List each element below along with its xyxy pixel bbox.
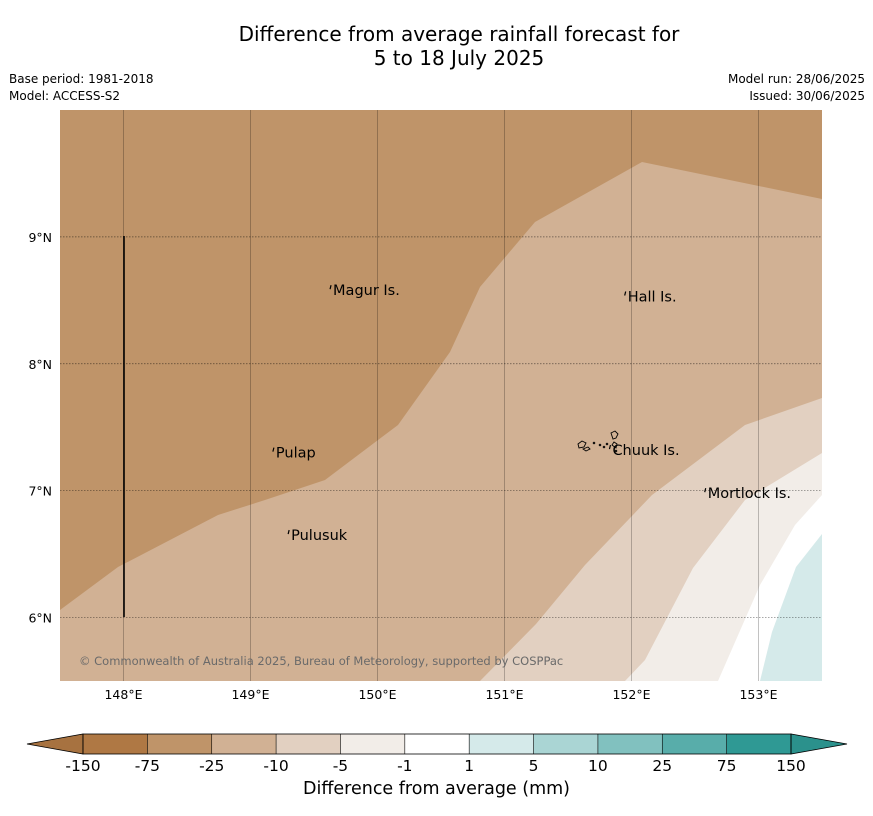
colorbar-extend-low <box>26 733 84 755</box>
latitude-label: 9°N <box>28 230 52 245</box>
colorbar-bin <box>211 734 277 754</box>
colorbar-bin <box>597 734 663 754</box>
colorbar-tick-label: 150 <box>776 757 806 775</box>
longitude-label: 153°E <box>739 687 777 702</box>
place-marker <box>704 488 707 493</box>
colorbar-bin <box>83 734 148 754</box>
colorbar-bin <box>276 734 341 754</box>
colorbar-tick-label: -75 <box>135 757 160 775</box>
title-line-1: Difference from average rainfall forecas… <box>238 22 680 46</box>
colorbar: -150 -75 -25 -10 -5 -1 1 5 10 25 75 150 <box>26 733 848 775</box>
colorbar-label: Difference from average (mm) <box>302 779 571 799</box>
longitude-label: 148°E <box>104 687 142 702</box>
latitude-tick-labels: 9°N 8°N 7°N 6°N <box>28 230 52 626</box>
colorbar-tick-label: 5 <box>529 757 539 775</box>
map-panel: Magur Is. Hall Is. Pulap Chuuk Is. Mortlock … <box>60 110 822 681</box>
colorbar-tick-label: -150 <box>65 757 100 775</box>
colorbar-tick-label: 25 <box>652 757 672 775</box>
meta-left: Base period: 1981-2018 Model: ACCESS-S2 <box>9 71 154 105</box>
copyright-text: © Commonwealth of Australia 2025, Bureau… <box>79 654 563 668</box>
colorbar-tick-label: -1 <box>397 757 412 775</box>
title-line-2: 5 to 18 July 2025 <box>373 46 545 70</box>
latitude-label: 6°N <box>28 611 52 626</box>
place-marker <box>329 285 332 290</box>
colorbar-tick-label: -10 <box>263 757 288 775</box>
place-marker <box>608 444 612 450</box>
colorbar-bin <box>726 734 791 754</box>
base-period: Base period: 1981-2018 <box>9 72 154 86</box>
colorbar-tick-label: -25 <box>199 757 224 775</box>
longitude-label: 151°E <box>485 687 523 702</box>
colorbar-tick-label: 75 <box>717 757 737 775</box>
colorbar-tick-label: -5 <box>333 757 348 775</box>
place-labels: Magur Is. Hall Is. Pulap Chuuk Is. Mortlock … <box>272 283 791 544</box>
colorbar-tick-label: 1 <box>464 757 474 775</box>
colorbar-bin <box>404 734 470 754</box>
issued-date: Issued: 30/06/2025 <box>749 89 865 103</box>
map-title: Difference from average rainfall forecas… <box>0 22 873 70</box>
latitude-label: 7°N <box>28 484 52 499</box>
colorbar-bin <box>147 734 212 754</box>
colorbar-bin <box>340 734 405 754</box>
longitude-label: 149°E <box>231 687 269 702</box>
place-label: Hall Is. <box>628 290 677 306</box>
longitude-label: 152°E <box>612 687 650 702</box>
colorbar-bin <box>533 734 598 754</box>
colorbar-tick-label: 10 <box>588 757 608 775</box>
colorbar-bin <box>469 734 534 754</box>
place-label: Pulusuk <box>291 528 348 544</box>
place-label: Chuuk Is. <box>612 443 679 459</box>
longitude-tick-labels: 148°E 149°E 150°E 151°E 152°E 153°E <box>104 687 777 702</box>
model-run: Model run: 28/06/2025 <box>727 72 865 86</box>
place-label: Mortlock Is. <box>708 486 791 502</box>
place-label: Magur Is. <box>333 283 400 299</box>
place-marker <box>272 447 275 452</box>
latitude-label: 8°N <box>28 357 52 372</box>
meta-right: Model run: 28/06/2025 Issued: 30/06/2025 <box>728 71 865 105</box>
place-marker <box>287 529 290 535</box>
place-label: Pulap <box>276 446 316 462</box>
colorbar-extend-high <box>790 733 848 755</box>
longitude-label: 150°E <box>358 687 396 702</box>
place-marker <box>624 291 627 296</box>
colorbar-bin <box>662 734 727 754</box>
region-1-to-5 <box>760 534 822 681</box>
model-name: Model: ACCESS-S2 <box>9 89 121 103</box>
chuuk-islands-outline <box>577 430 619 453</box>
